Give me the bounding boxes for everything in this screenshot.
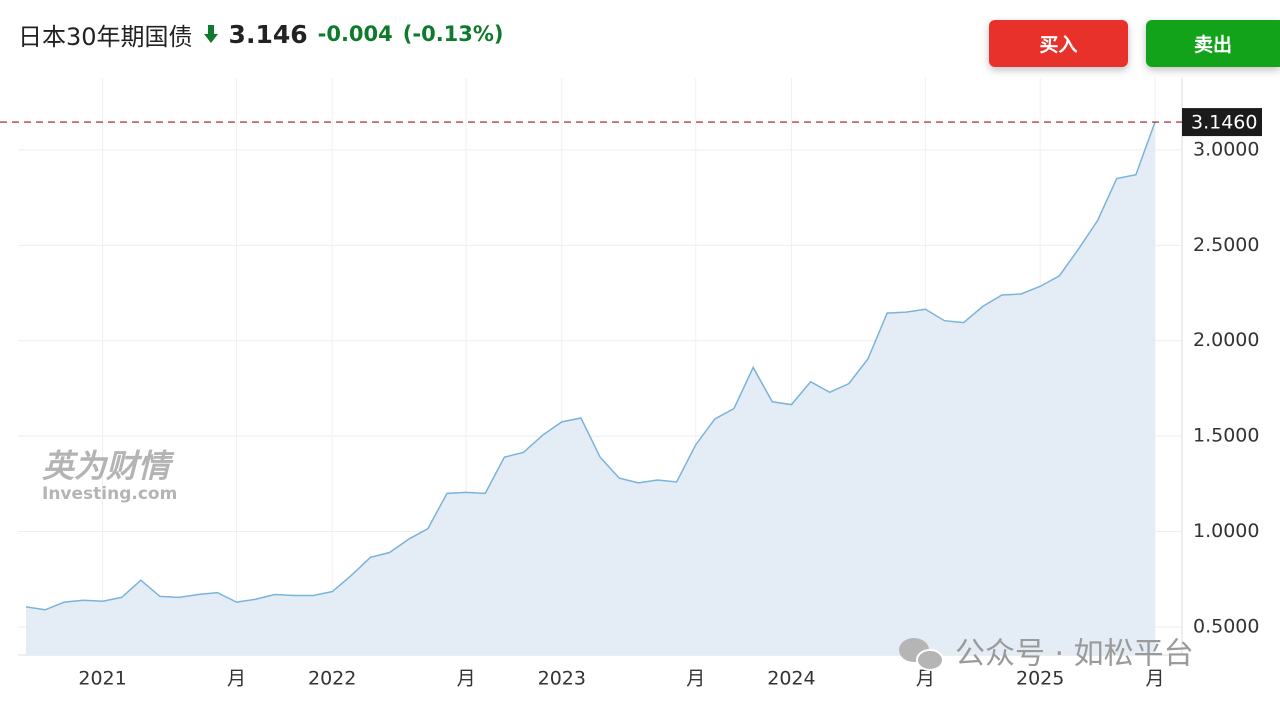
price: 3.146 (228, 19, 308, 49)
x-tick-label: 月 (457, 668, 476, 690)
price-label: 3.1460 (1191, 112, 1257, 134)
x-tick-label: 2025 (1016, 668, 1064, 690)
plot: 0.5000 1.0000 1.5000 2.0000 2.5000 3.0000 2021… (0, 78, 1262, 690)
y-tick-label: 2.0000 (1193, 329, 1259, 351)
x-tick-label: 月 (227, 668, 246, 690)
line (25, 121, 1156, 611)
x-tick-label: 月 (1145, 668, 1164, 690)
x-tick-label: 2024 (767, 668, 815, 690)
x-tick-label: 月 (916, 668, 935, 690)
buy-button[interactable]: 买入 (989, 20, 1128, 67)
header: 日本30年期国债 3.146 -0.004 (-0.13%) (18, 14, 504, 54)
watermark-site: Investing.com (42, 484, 177, 504)
x-tick-label: 2023 (538, 668, 586, 690)
sell-button[interactable]: 卖出 (1146, 20, 1280, 67)
price-label-box (1182, 108, 1262, 137)
change-pct: (-0.13%) (402, 22, 504, 46)
watermark-logo: 英为财情 (42, 447, 175, 485)
y-tick-label: 0.5000 (1193, 615, 1259, 637)
watermark: 英为财情 Investing.com (42, 447, 177, 504)
title: 日本30年期国债 (18, 22, 193, 51)
wechat-label: 公众号 · 如松平台 (955, 637, 1194, 672)
y-tick-label: 2.5000 (1193, 234, 1259, 256)
y-tick-label: 1.0000 (1193, 520, 1259, 542)
change: -0.004 (317, 22, 393, 46)
wechat-icon (899, 638, 944, 671)
down-arrow (203, 25, 218, 43)
area (26, 122, 1155, 655)
x-tick-label: 2022 (308, 668, 356, 690)
y-tick-label: 1.5000 (1193, 425, 1259, 447)
y-tick-label: 3.0000 (1193, 138, 1259, 160)
x-tick-label: 月 (686, 668, 705, 690)
x-tick-label: 2021 (78, 668, 126, 690)
